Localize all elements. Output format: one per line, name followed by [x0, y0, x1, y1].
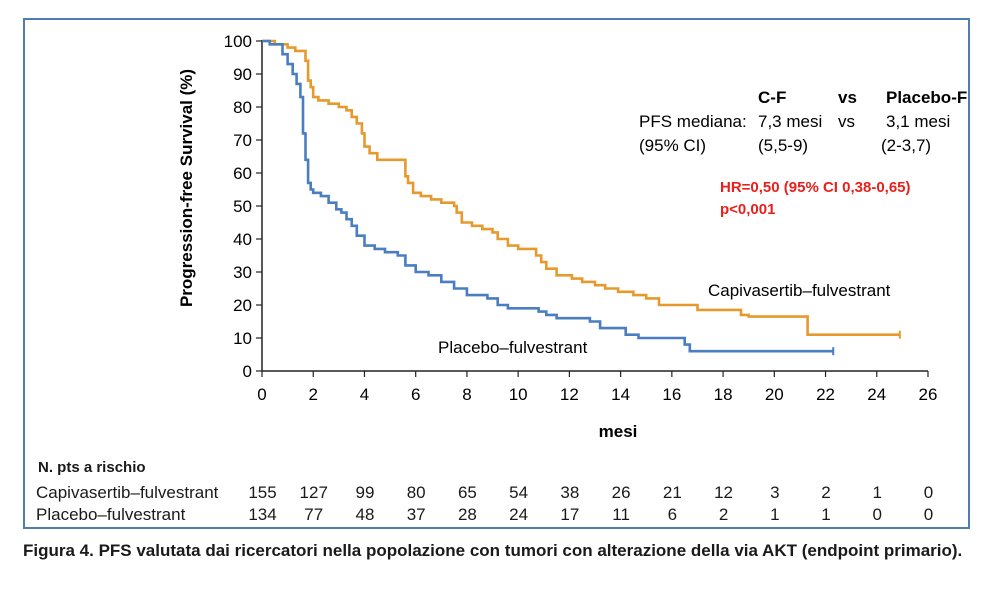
series-line-placebo — [262, 39, 834, 353]
risk-row-label: Capivasertib–fulvestrant — [36, 483, 219, 502]
y-tick-label: 100 — [224, 32, 252, 51]
risk-value: 1 — [821, 505, 831, 524]
risk-value: 155 — [248, 483, 277, 502]
y-tick-label: 50 — [233, 197, 252, 216]
risk-value: 38 — [560, 483, 580, 502]
ci-label: (95% CI) — [639, 136, 706, 155]
risk-value: 11 — [612, 505, 630, 524]
x-tick-label: 4 — [360, 385, 369, 404]
risk-value: 0 — [872, 505, 882, 524]
risk-value: 28 — [457, 505, 477, 524]
placebo-ci-value: (2-3,7) — [881, 136, 931, 155]
capivasertib-series-label: Capivasertib–fulvestrant — [708, 281, 891, 300]
risk-value: 0 — [923, 505, 934, 524]
hr-value: HR=0,50 (95% CI 0,38-0,65) — [720, 179, 911, 196]
y-tick-label: 20 — [233, 296, 252, 315]
pfs-median-label: PFS mediana: — [639, 112, 747, 131]
figure-frame — [23, 18, 970, 529]
risk-value: 17 — [560, 505, 580, 524]
risk-value: 54 — [509, 483, 529, 502]
risk-value: 2 — [718, 505, 729, 524]
x-tick-label: 6 — [411, 385, 420, 404]
x-tick-label: 10 — [509, 385, 528, 404]
vs-median: vs — [838, 112, 855, 131]
series-line-capivasertib — [262, 39, 900, 336]
risk-value: 0 — [923, 483, 934, 502]
cf-median-value: 7,3 mesi — [758, 112, 822, 131]
risk-value: 2 — [821, 483, 831, 502]
risk-table-title: N. pts a rischio — [38, 459, 146, 476]
y-tick-label: 90 — [233, 65, 252, 84]
risk-value: 6 — [667, 505, 678, 524]
p-value: p<0,001 — [720, 201, 775, 218]
cf-header: C-F — [758, 88, 786, 107]
figure-caption: Figura 4. PFS valutata dai ricercatori n… — [23, 541, 963, 560]
risk-row-label: Placebo–fulvestrant — [36, 505, 186, 524]
x-tick-label: 12 — [560, 385, 579, 404]
y-tick-label: 70 — [233, 131, 252, 150]
risk-value: 26 — [611, 483, 631, 502]
x-tick-label: 20 — [765, 385, 784, 404]
y-tick-label: 0 — [243, 362, 252, 381]
series-layer — [262, 39, 901, 356]
x-tick-label: 8 — [462, 385, 471, 404]
placebo-median-value: 3,1 mesi — [886, 112, 950, 131]
risk-value: 77 — [304, 505, 324, 524]
risk-value: 48 — [355, 505, 375, 524]
risk-value: 3 — [770, 483, 780, 502]
cf-ci-value: (5,5-9) — [758, 136, 808, 155]
x-tick-label: 26 — [919, 385, 938, 404]
risk-value: 1 — [872, 483, 882, 502]
x-tick-label: 24 — [867, 385, 886, 404]
risk-value: 80 — [406, 483, 426, 502]
risk-value: 24 — [509, 505, 529, 524]
risk-value: 37 — [406, 505, 426, 524]
y-tick-label: 30 — [233, 263, 252, 282]
x-tick-label: 14 — [611, 385, 630, 404]
x-tick-label: 16 — [662, 385, 681, 404]
risk-value: 12 — [714, 483, 734, 502]
y-axis-label: Progression-free Survival (%) — [177, 69, 196, 307]
vs-header: vs — [838, 88, 857, 107]
x-tick-label: 2 — [308, 385, 317, 404]
risk-value: 65 — [457, 483, 477, 502]
risk-value: 127 — [299, 483, 328, 502]
y-tick-label: 80 — [233, 98, 252, 117]
median-annotation: C-F vs Placebo-F PFS mediana: 7,3 mesi v… — [639, 88, 967, 218]
x-tick-label: 0 — [257, 385, 266, 404]
risk-value: 21 — [662, 483, 682, 502]
y-tick-label: 60 — [233, 164, 252, 183]
placebo-series-label: Placebo–fulvestrant — [438, 338, 588, 357]
y-tick-label: 10 — [233, 329, 252, 348]
x-tick-label: 18 — [714, 385, 733, 404]
risk-row-capivasertib: Capivasertib–fulvestrant 155 127 99 80 65 54 3… — [0, 483, 1006, 505]
risk-value: 134 — [248, 505, 277, 524]
risk-value: 1 — [770, 505, 780, 524]
y-tick-label: 40 — [233, 230, 252, 249]
risk-row-placebo: Placebo–fulvestrant 134 77 48 37 28 24 17 11 6 2 1… — [0, 505, 1006, 527]
x-tick-label: 22 — [816, 385, 835, 404]
placebo-f-header: Placebo-F — [886, 88, 967, 107]
risk-value: 99 — [355, 483, 375, 502]
x-axis-label: mesi — [599, 422, 638, 441]
